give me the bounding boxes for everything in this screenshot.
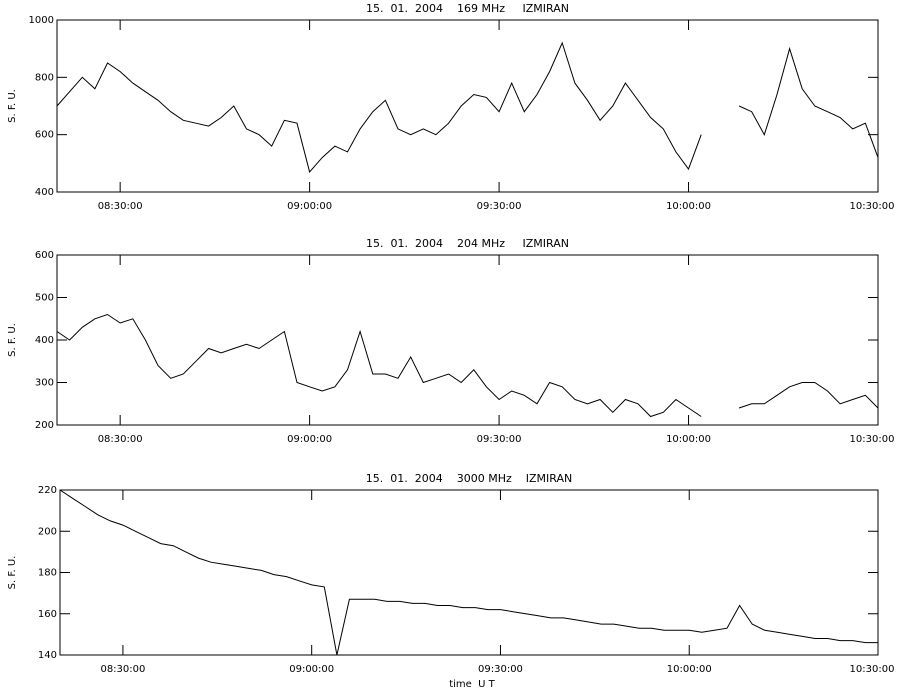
x-tick-label: 08:30:00 (98, 434, 143, 445)
y-tick-label: 200 (38, 526, 57, 537)
x-tick-label: 09:00:00 (289, 664, 334, 675)
x-tick-label: 08:30:00 (100, 664, 145, 675)
y-tick-label: 600 (35, 130, 54, 141)
y-tick-label: 400 (35, 187, 54, 198)
y-tick-label: 300 (35, 378, 54, 389)
y-tick-label: 220 (38, 485, 57, 496)
chart-title: 15. 01. 2004 204 MHz IZMIRAN (366, 237, 569, 250)
x-tick-label: 09:30:00 (477, 434, 522, 445)
y-axis-label: S. F. U. (7, 556, 18, 590)
x-tick-label: 09:00:00 (287, 434, 332, 445)
plot-frame (56, 254, 879, 426)
x-axis-label: time U T (449, 679, 495, 690)
plot-frame (56, 19, 879, 193)
plot-frame (59, 489, 879, 656)
x-tick-label: 10:00:00 (666, 434, 711, 445)
y-tick-label: 1000 (29, 15, 54, 26)
x-tick-label: 10:30:00 (850, 434, 895, 445)
y-tick-label: 140 (38, 650, 57, 661)
data-line (56, 41, 879, 173)
y-tick-label: 200 (35, 420, 54, 431)
y-axis-label: S. F. U. (7, 323, 18, 357)
x-tick-label: 10:30:00 (850, 201, 895, 212)
y-tick-label: 180 (38, 568, 57, 579)
y-tick-label: 500 (35, 293, 54, 304)
x-tick-label: 10:30:00 (850, 664, 895, 675)
x-tick-label: 09:00:00 (287, 201, 332, 212)
x-tick-label: 08:30:00 (98, 201, 143, 212)
y-tick-label: 800 (35, 72, 54, 83)
x-tick-label: 09:30:00 (477, 201, 522, 212)
y-axis-label: S. F. U. (7, 89, 18, 123)
chart-title: 15. 01. 2004 3000 MHz IZMIRAN (366, 472, 572, 485)
data-line (59, 489, 878, 656)
y-tick-label: 400 (35, 335, 54, 346)
y-tick-label: 600 (35, 250, 54, 261)
x-tick-label: 10:00:00 (666, 201, 711, 212)
data-line (56, 313, 879, 418)
x-tick-label: 10:00:00 (667, 664, 712, 675)
x-tick-label: 09:30:00 (478, 664, 523, 675)
chart-title: 15. 01. 2004 169 MHz IZMIRAN (366, 2, 569, 15)
y-tick-label: 160 (38, 609, 57, 620)
